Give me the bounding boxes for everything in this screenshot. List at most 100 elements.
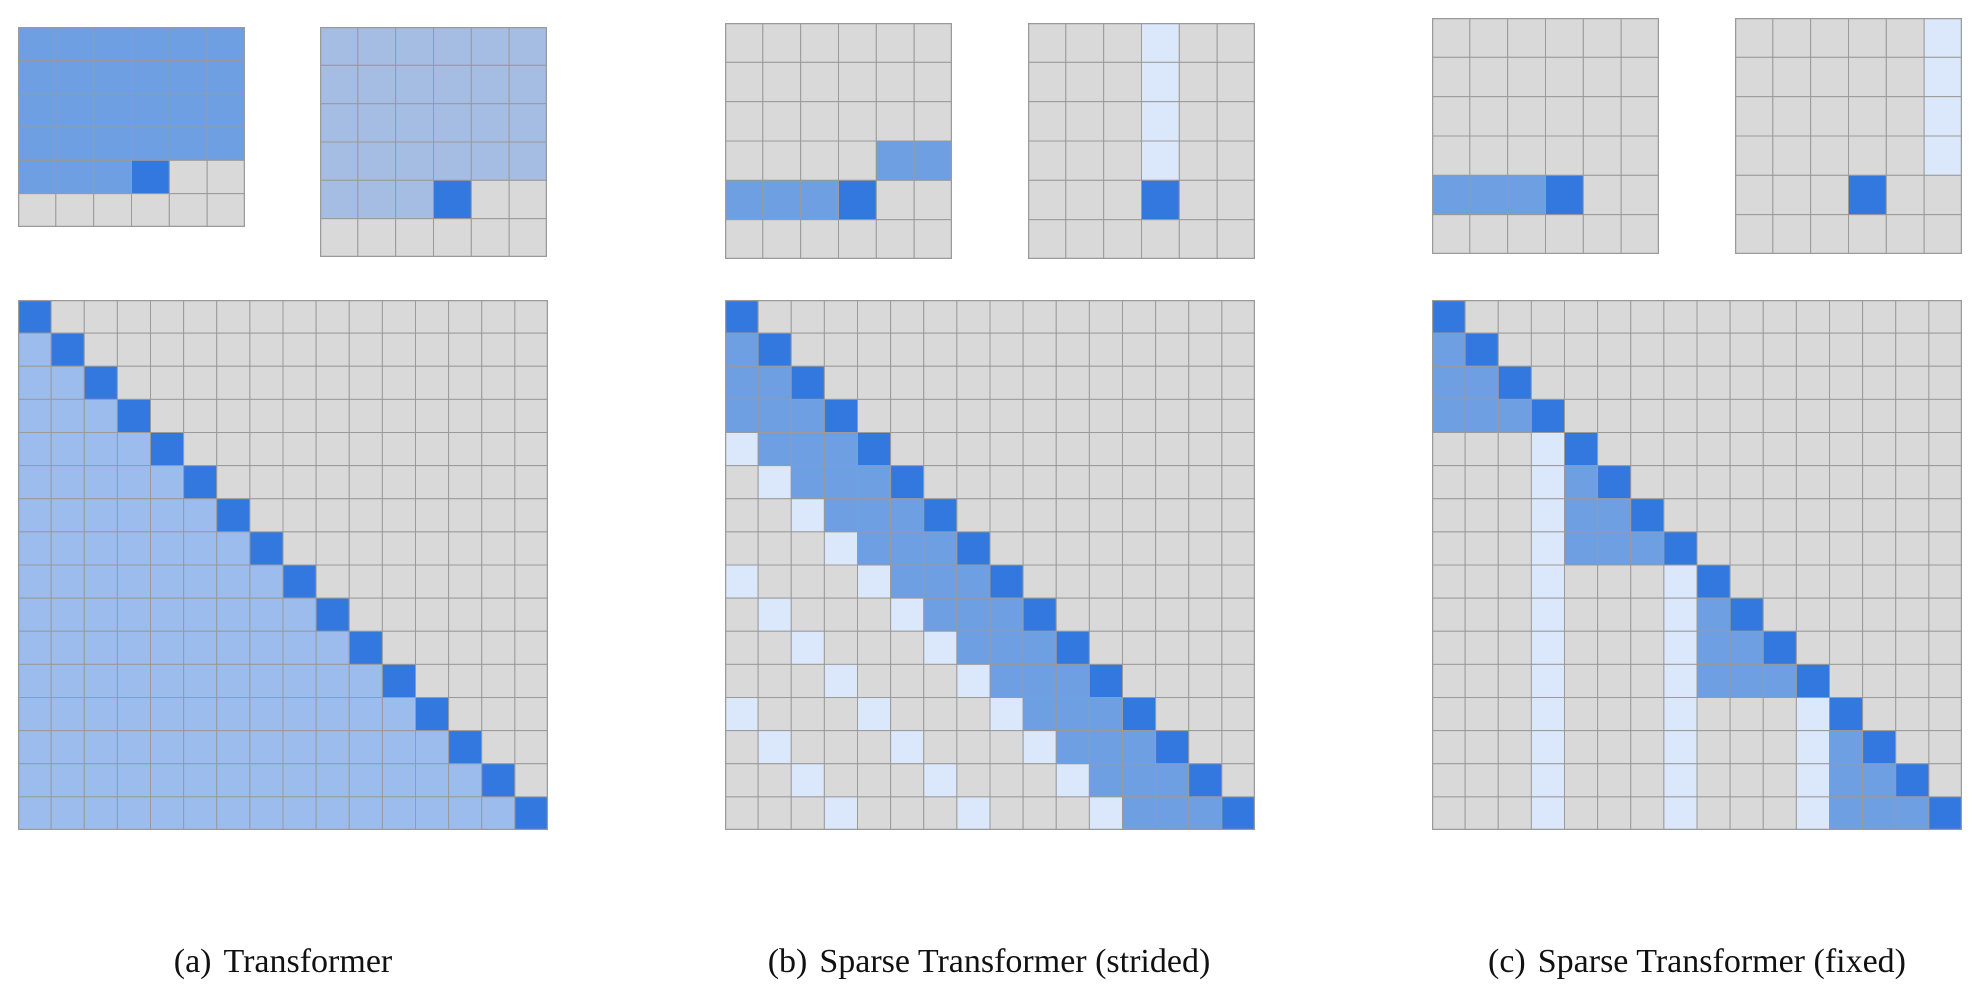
- panel-a-big-grid-cell-r10-c0: [18, 630, 52, 665]
- panel-c-small-grid-2-cell-r5-c2: [1810, 214, 1849, 254]
- panel-a-small-grid-1-cell-r2-c2: [93, 93, 132, 128]
- panel-b-big-grid-cell-r4-c0: [725, 432, 759, 467]
- panel-a-small-grid-2-cell-r3-c0: [320, 141, 359, 181]
- panel-c-big-grid-cell-r4-c4: [1564, 432, 1599, 467]
- panel-a-big-grid-cell-r0-c7: [249, 300, 284, 334]
- panel-c-small-grid-1-cell-r1-c0: [1432, 56, 1471, 98]
- panel-c-big-grid-border: [1432, 300, 1962, 830]
- panel-a-big-grid-cell-r0-c1: [50, 300, 85, 334]
- panel-c-big-grid-cell-r5-c7: [1663, 465, 1698, 500]
- panel-b-big-grid-cell-r0-c13: [1155, 300, 1190, 334]
- panel-a-big-grid-cell-r3-c6: [216, 398, 251, 434]
- panel-b-big-grid-cell-r7-c13: [1155, 531, 1190, 566]
- panel-a-big-grid-border: [18, 300, 548, 830]
- panel-c-big-grid-cell-r0-c13: [1862, 300, 1897, 334]
- panel-a-small-grid-1-cell-r3-c4: [168, 126, 208, 161]
- panel-a-big-grid-cell-r6-c11: [381, 498, 417, 533]
- panel-a-small-grid-2-cell-r2-c5: [508, 103, 547, 143]
- panel-b-big-grid-cell-r14-c9: [1022, 763, 1057, 798]
- panel-c-big-grid-cell-r12-c9: [1729, 697, 1764, 732]
- panel-a-big-grid-cell-r8-c0: [18, 564, 52, 599]
- panel-c-big-grid-cell-r2-c10: [1762, 365, 1797, 400]
- panel-c-big-grid-cell-r10-c3: [1530, 630, 1566, 665]
- panel-a-small-grid-1-cell-r1-c1: [55, 59, 95, 95]
- panel-b-big-grid-cell-r13-c12: [1122, 730, 1157, 765]
- panel-a-big-grid-cell-r12-c4: [150, 697, 185, 732]
- panel-b-big-grid-cell-r3-c4: [857, 398, 892, 434]
- panel-b-big-grid-cell-r1-c2: [790, 332, 825, 367]
- panel-b-big-grid-cell-r9-c14: [1188, 597, 1223, 632]
- panel-c-big-grid-cell-r3-c10: [1762, 398, 1797, 434]
- panel-a-big-grid-cell-r5-c9: [315, 465, 350, 500]
- panel-a-caption: (a) Transformer: [174, 940, 392, 984]
- panel-a-big-grid-cell-r5-c4: [150, 465, 185, 500]
- panel-b-small-grid-1-cell-r0-c5: [913, 23, 952, 63]
- panel-b-big-grid-cell-r13-c8: [989, 730, 1024, 765]
- panel-b-big-grid-cell-r6-c6: [923, 498, 958, 533]
- panel-c-big-grid-cell-r10-c13: [1862, 630, 1897, 665]
- panel-b-big-grid-cell-r3-c6: [923, 398, 958, 434]
- panel-b-small-grid-1-cell-r4-c1: [762, 179, 802, 221]
- panel-b-caption-text: Sparse Transformer (strided): [819, 943, 1211, 980]
- panel-b-big-grid-cell-r13-c0: [725, 730, 759, 765]
- panel-a-big-grid-cell-r3-c10: [348, 398, 383, 434]
- panel-a-big-grid-cell-r12-c14: [481, 697, 516, 732]
- panel-b-small-grid-2-cell-r5-c4: [1178, 219, 1218, 259]
- panel-b-big-grid-cell-r9-c10: [1055, 597, 1090, 632]
- panel-c-small-grid-2-cell-r2-c4: [1885, 96, 1925, 137]
- panel-c-big-grid-cell-r3-c8: [1696, 398, 1731, 434]
- panel-a-small-grid-2-border: [320, 27, 547, 257]
- panel-c-small-grid-1-cell-r2-c4: [1582, 96, 1622, 137]
- panel-a-big-grid-cell-r7-c8: [282, 531, 317, 566]
- panel-b-big-grid-cell-r8-c15: [1221, 564, 1255, 599]
- panel-a-big-grid: [18, 300, 548, 830]
- panel-a-big-grid-cell-r3-c11: [381, 398, 417, 434]
- panel-a-big-grid-cell-r11-c15: [514, 663, 548, 699]
- panel-b-small-grid-2-cell-r1-c3: [1141, 61, 1180, 103]
- panel-b-big-grid-cell-r9-c5: [890, 597, 925, 632]
- panel-c-big-grid-cell-r3-c0: [1432, 398, 1466, 434]
- panel-a-small-grid-2-cell-r5-c2: [395, 218, 434, 257]
- panel-c-big-grid-cell-r9-c11: [1795, 597, 1831, 632]
- panel-c-big-grid-cell-r8-c1: [1464, 564, 1499, 599]
- panel-b-big-grid-cell-r4-c3: [823, 432, 859, 467]
- panel-a-small-grid-2-cell-r4-c1: [357, 179, 397, 220]
- panel-c-big-grid-cell-r11-c8: [1696, 663, 1731, 699]
- panel-c-big-grid-cell-r7-c0: [1432, 531, 1466, 566]
- panel-a-small-grid-1: [18, 27, 245, 227]
- panel-a-big-grid-cell-r7-c6: [216, 531, 251, 566]
- panel-a-big-grid-cell-r13-c9: [315, 730, 350, 765]
- panel-b-big-grid-cell-r14-c6: [923, 763, 958, 798]
- panel-c-small-grid-2-border: [1735, 18, 1962, 254]
- panel-b-small-grid-2-cell-r2-c4: [1178, 101, 1218, 142]
- panel-b-small-grid-2-cell-r4-c5: [1216, 179, 1255, 221]
- panel-b-big-grid-cell-r11-c12: [1122, 663, 1157, 699]
- panel-b-big-grid-cell-r0-c8: [989, 300, 1024, 334]
- panel-c-big-grid-cell-r13-c10: [1762, 730, 1797, 765]
- panel-b-small-grid-1-border: [725, 23, 952, 259]
- panel-c-big-grid-cell-r3-c3: [1530, 398, 1566, 434]
- panel-b-big-grid-cell-r8-c13: [1155, 564, 1190, 599]
- panel-c-big-grid-cell-r12-c10: [1762, 697, 1797, 732]
- panel-a-big-grid-cell-r14-c2: [83, 763, 118, 798]
- panel-a-big-grid-cell-r8-c14: [481, 564, 516, 599]
- panel-b-big-grid-cell-r4-c13: [1155, 432, 1190, 467]
- panel-b-big-grid-cell-r5-c15: [1221, 465, 1255, 500]
- panel-b-big-grid-cell-r4-c15: [1221, 432, 1255, 467]
- panel-b-big-grid-cell-r8-c11: [1088, 564, 1124, 599]
- panel-c-big-grid-cell-r9-c13: [1862, 597, 1897, 632]
- panel-a-big-grid-cell-r13-c6: [216, 730, 251, 765]
- panel-b-big-grid-cell-r8-c2: [790, 564, 825, 599]
- panel-a-big-grid-cell-r4-c10: [348, 432, 383, 467]
- panel-b-big-grid-cell-r3-c1: [757, 398, 792, 434]
- panel-a-big-grid-cell-r14-c12: [415, 763, 450, 798]
- panel-b-big-grid-cell-r1-c0: [725, 332, 759, 367]
- panel-a-big-grid-cell-r4-c8: [282, 432, 317, 467]
- panel-b-small-grid-1-cell-r0-c0: [725, 23, 764, 63]
- panel-c-big-grid-cell-r4-c3: [1530, 432, 1566, 467]
- panel-a-big-grid-cell-r6-c13: [448, 498, 483, 533]
- panel-a-small-grid-1-cell-r1-c2: [93, 59, 132, 95]
- panel-b-big-grid-cell-r10-c8: [989, 630, 1024, 665]
- panel-c-big-grid-cell-r15-c3: [1530, 796, 1566, 830]
- panel-c-big-grid-cell-r4-c6: [1630, 432, 1665, 467]
